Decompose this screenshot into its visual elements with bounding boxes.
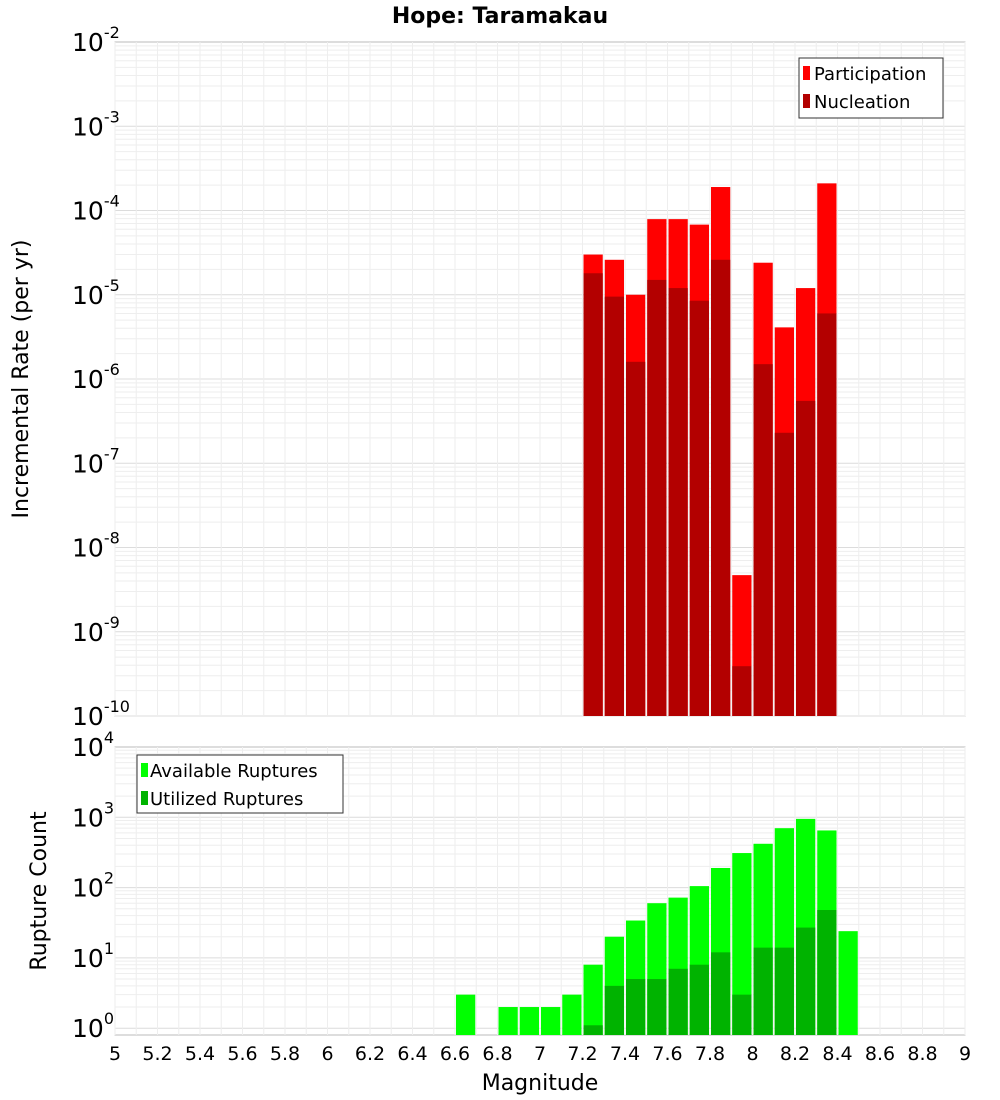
x-tick-label: 5 xyxy=(109,1043,121,1065)
bottom-bar-utilized xyxy=(604,985,624,1035)
legend-swatch-utilized xyxy=(141,791,148,805)
bottom-y-tick-label: 101 xyxy=(72,939,114,973)
x-tick-label: 5.2 xyxy=(142,1043,172,1065)
top-bar-nucleation xyxy=(626,361,646,716)
x-tick-label: 5.8 xyxy=(270,1043,300,1065)
bottom-bar-available xyxy=(583,964,603,1035)
bottom-plot: 100 101 102 103 104 5 5.2 5.4 5.6 5.8 6 6.2 6.4 6.6 6… xyxy=(27,728,971,1096)
x-tick-label: 7.8 xyxy=(695,1043,725,1065)
bottom-bar-available xyxy=(519,1007,539,1035)
top-bar-nucleation xyxy=(647,279,667,716)
bottom-legend-box xyxy=(136,754,344,814)
bottom-bar-available xyxy=(838,931,858,1035)
bottom-bar-utilized xyxy=(774,947,794,1035)
legend-swatch-available xyxy=(141,763,148,777)
top-y-tick-label: 10-7 xyxy=(72,444,120,478)
top-bar-nucleation xyxy=(732,666,752,716)
legend-label-participation: Participation xyxy=(814,64,926,85)
bottom-bar-available xyxy=(456,994,476,1035)
bottom-bar-available xyxy=(541,1007,561,1035)
x-tick-label: 6.6 xyxy=(440,1043,470,1065)
top-y-tick-label: 10-4 xyxy=(72,192,120,226)
x-axis-label: Magnitude xyxy=(482,1071,599,1096)
x-tick-label: 5.6 xyxy=(227,1043,257,1065)
bottom-y-tick-label: 104 xyxy=(72,728,114,762)
x-ticks: 5 5.2 5.4 5.6 5.8 6 6.2 6.4 6.6 6.8 7 7.2 7.4 7.6 7.8 8… xyxy=(109,1043,971,1065)
bottom-bar-utilized xyxy=(817,910,837,1035)
bottom-y-ticks: 100 101 102 103 104 xyxy=(72,728,114,1043)
bottom-y-axis-label: Rupture Count xyxy=(27,811,52,971)
top-bar-nucleation xyxy=(711,259,731,716)
top-bars xyxy=(583,183,837,716)
top-bar-nucleation xyxy=(753,364,773,716)
x-tick-label: 7 xyxy=(534,1043,546,1065)
bottom-y-tick-label: 100 xyxy=(72,1009,114,1043)
bottom-bar-available xyxy=(498,1007,518,1035)
x-tick-label: 6.4 xyxy=(397,1043,427,1065)
top-bar-nucleation xyxy=(817,313,837,716)
x-tick-label: 6.2 xyxy=(355,1043,385,1065)
bottom-y-tick-label: 102 xyxy=(72,869,114,903)
legend-swatch-nucleation xyxy=(803,94,810,108)
top-legend-box xyxy=(798,57,944,119)
bottom-bar-available xyxy=(562,994,582,1035)
top-y-axis-label: Incremental Rate (per yr) xyxy=(9,240,34,519)
x-tick-label: 6 xyxy=(321,1043,333,1065)
legend-label-available: Available Ruptures xyxy=(150,761,318,782)
top-bar-nucleation xyxy=(796,400,816,716)
bottom-y-tick-label: 103 xyxy=(72,798,114,832)
x-tick-label: 8.4 xyxy=(822,1043,852,1065)
top-y-tick-label: 10-3 xyxy=(72,107,120,141)
x-tick-label: 7.4 xyxy=(610,1043,640,1065)
top-plot: 10-10 10-9 10-8 10-7 10-6 10-5 10-4 10-3 10-2 In… xyxy=(9,23,966,731)
top-bar-nucleation xyxy=(774,432,794,716)
x-tick-label: 7.2 xyxy=(567,1043,597,1065)
top-y-tick-label: 10-5 xyxy=(72,276,120,310)
x-tick-label: 5.4 xyxy=(185,1043,215,1065)
x-tick-label: 7.6 xyxy=(652,1043,682,1065)
bottom-bar-utilized xyxy=(711,952,731,1035)
bottom-bar-available xyxy=(732,853,752,1035)
bottom-bar-utilized xyxy=(796,927,816,1035)
bottom-bar-utilized xyxy=(753,947,773,1035)
x-tick-label: 8 xyxy=(746,1043,758,1065)
top-bar-nucleation xyxy=(689,300,709,716)
bottom-bar-utilized xyxy=(668,968,688,1035)
top-bar-nucleation xyxy=(604,296,624,716)
legend-label-nucleation: Nucleation xyxy=(814,92,910,113)
chart-title: Hope: Taramakau xyxy=(392,4,608,29)
x-tick-label: 8.6 xyxy=(865,1043,895,1065)
x-tick-label: 6.8 xyxy=(482,1043,512,1065)
x-tick-label: 8.8 xyxy=(907,1043,937,1065)
top-y-tick-label: 10-6 xyxy=(72,360,120,394)
top-y-ticks: 10-10 10-9 10-8 10-7 10-6 10-5 10-4 10-3 10-2 xyxy=(72,23,130,731)
top-y-tick-label: 10-9 xyxy=(72,613,120,647)
x-tick-label: 9 xyxy=(959,1043,971,1065)
legend-swatch-participation xyxy=(803,66,810,80)
bottom-bar-utilized xyxy=(732,994,752,1035)
top-y-tick-label: 10-8 xyxy=(72,529,120,563)
top-y-tick-label: 10-10 xyxy=(72,697,130,731)
top-bar-nucleation xyxy=(668,288,688,716)
bottom-bar-utilized xyxy=(689,964,709,1035)
bottom-bars xyxy=(456,818,858,1035)
legend-label-utilized: Utilized Ruptures xyxy=(150,789,303,810)
bottom-bar-utilized xyxy=(626,979,646,1035)
x-tick-label: 8.2 xyxy=(780,1043,810,1065)
bottom-bar-utilized xyxy=(583,1025,603,1035)
top-gridlines xyxy=(114,42,966,717)
bottom-bar-utilized xyxy=(647,979,667,1035)
top-y-tick-label: 10-2 xyxy=(72,23,120,57)
top-bar-nucleation xyxy=(583,273,603,716)
bottom-legend: Available Ruptures Utilized Ruptures xyxy=(136,754,344,814)
top-legend: Participation Nucleation xyxy=(798,57,944,119)
